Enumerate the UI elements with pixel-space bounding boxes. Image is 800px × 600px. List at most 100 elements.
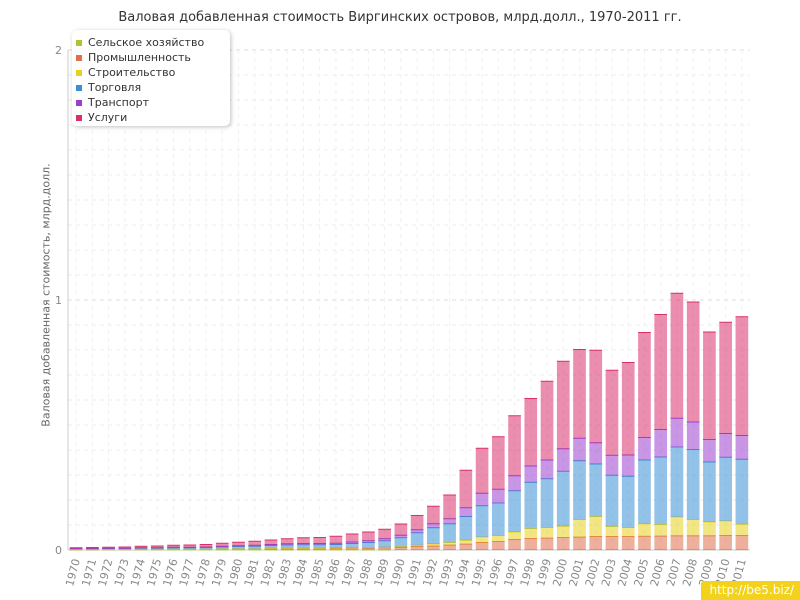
bar-segment[interactable] <box>394 523 408 536</box>
bar-segment[interactable] <box>313 544 327 549</box>
bar-segment[interactable] <box>621 362 635 456</box>
bar-segment[interactable] <box>264 539 278 545</box>
watermark-link[interactable]: http://be5.biz/ <box>701 581 800 600</box>
bar-segment[interactable] <box>264 548 278 550</box>
bar-segment[interactable] <box>215 542 229 547</box>
bar-segment[interactable] <box>459 516 473 541</box>
legend-item[interactable]: Строительство <box>76 66 175 80</box>
bar-segment[interactable] <box>69 547 83 549</box>
bar-segment[interactable] <box>280 547 294 549</box>
bar-segment[interactable] <box>134 548 148 550</box>
bar-segment[interactable] <box>427 527 440 544</box>
bar-segment[interactable] <box>443 494 456 519</box>
legend-item[interactable]: Промышленность <box>76 51 191 65</box>
bar-segment[interactable] <box>199 546 213 548</box>
bar-segment[interactable] <box>605 549 619 551</box>
bar-segment[interactable] <box>686 421 700 450</box>
bar-segment[interactable] <box>86 548 99 550</box>
bar-segment[interactable] <box>410 546 424 550</box>
bar-segment[interactable] <box>427 543 440 546</box>
bar-segment[interactable] <box>491 549 505 551</box>
bar-segment[interactable] <box>491 502 505 536</box>
bar-segment[interactable] <box>102 546 115 549</box>
legend-item[interactable]: Торговля <box>76 81 141 95</box>
bar-segment[interactable] <box>183 548 197 550</box>
bar-segment[interactable] <box>362 549 375 551</box>
bar-segment[interactable] <box>686 535 700 550</box>
bar-segment[interactable] <box>459 507 473 517</box>
bar-segment[interactable] <box>508 531 521 540</box>
bar-segment[interactable] <box>638 523 651 537</box>
bar-segment[interactable] <box>508 415 521 476</box>
bar-segment[interactable] <box>199 544 213 548</box>
bar-segment[interactable] <box>118 546 132 549</box>
bar-segment[interactable] <box>654 314 668 430</box>
bar-segment[interactable] <box>394 547 408 550</box>
bar-segment[interactable] <box>735 535 749 550</box>
bar-segment[interactable] <box>280 538 294 544</box>
bar-segment[interactable] <box>183 547 197 549</box>
bar-segment[interactable] <box>475 536 489 543</box>
bar-segment[interactable] <box>605 474 619 527</box>
bar-segment[interactable] <box>264 545 278 549</box>
bar-segment[interactable] <box>378 546 391 548</box>
bar-segment[interactable] <box>134 547 148 549</box>
bar-segment[interactable] <box>621 475 635 528</box>
bar-segment[interactable] <box>589 516 603 537</box>
bar-segment[interactable] <box>167 548 180 550</box>
bar-segment[interactable] <box>345 547 359 549</box>
bar-segment[interactable] <box>280 549 294 551</box>
bar-segment[interactable] <box>232 545 245 547</box>
bar-segment[interactable] <box>686 519 700 536</box>
bar-segment[interactable] <box>378 528 391 539</box>
bar-segment[interactable] <box>232 548 245 550</box>
bar-segment[interactable] <box>345 549 359 551</box>
bar-segment[interactable] <box>556 448 570 472</box>
legend-item[interactable]: Услуги <box>76 111 127 125</box>
bar-segment[interactable] <box>150 548 164 550</box>
bar-segment[interactable] <box>443 518 456 524</box>
bar-segment[interactable] <box>524 528 538 539</box>
bar-segment[interactable] <box>459 549 473 551</box>
bar-segment[interactable] <box>443 542 456 546</box>
bar-segment[interactable] <box>573 549 586 551</box>
bar-segment[interactable] <box>394 546 408 548</box>
bar-segment[interactable] <box>540 527 554 539</box>
bar-segment[interactable] <box>670 417 684 447</box>
bar-segment[interactable] <box>183 546 197 548</box>
bar-segment[interactable] <box>134 545 148 548</box>
bar-segment[interactable] <box>524 398 538 467</box>
bar-segment[interactable] <box>264 544 278 546</box>
bar-segment[interactable] <box>556 470 570 527</box>
bar-segment[interactable] <box>232 546 245 549</box>
bar-segment[interactable] <box>86 547 99 549</box>
bar-segment[interactable] <box>297 544 310 549</box>
bar-segment[interactable] <box>362 540 375 543</box>
bar-segment[interactable] <box>410 515 424 530</box>
bar-segment[interactable] <box>313 543 327 545</box>
bar-segment[interactable] <box>524 538 538 550</box>
bar-segment[interactable] <box>410 549 424 551</box>
bar-segment[interactable] <box>573 460 586 520</box>
bar-segment[interactable] <box>427 505 440 524</box>
bar-segment[interactable] <box>183 544 197 548</box>
bar-segment[interactable] <box>167 546 180 548</box>
bar-segment[interactable] <box>524 549 538 551</box>
legend-item[interactable]: Сельское хозяйство <box>76 36 204 50</box>
bar-segment[interactable] <box>638 459 651 524</box>
bar-segment[interactable] <box>410 544 424 547</box>
bar-segment[interactable] <box>670 292 684 419</box>
bar-segment[interactable] <box>654 524 668 537</box>
bar-segment[interactable] <box>719 535 732 550</box>
bar-segment[interactable] <box>621 536 635 550</box>
bar-segment[interactable] <box>394 534 408 538</box>
bar-segment[interactable] <box>654 535 668 550</box>
bar-segment[interactable] <box>556 360 570 449</box>
bar-segment[interactable] <box>508 549 521 551</box>
bar-segment[interactable] <box>410 532 424 546</box>
bar-segment[interactable] <box>232 549 245 551</box>
bar-segment[interactable] <box>118 548 132 550</box>
bar-segment[interactable] <box>524 465 538 483</box>
bar-segment[interactable] <box>329 535 343 544</box>
bar-segment[interactable] <box>118 547 132 549</box>
